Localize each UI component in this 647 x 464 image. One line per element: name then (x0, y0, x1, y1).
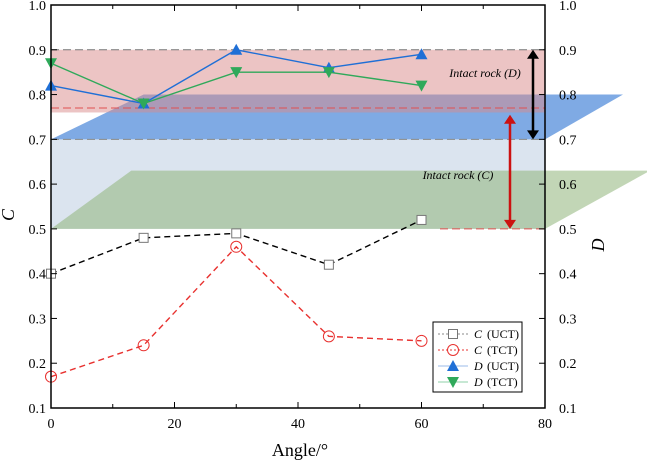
band-label-c: Intact rock (C) (422, 168, 494, 182)
y-tick-label-right: 0.5 (559, 223, 577, 238)
data-point-triangle-up (415, 48, 428, 60)
data-point-triangle-down (137, 98, 150, 110)
x-tick-label: 20 (168, 417, 182, 432)
data-point-square (323, 259, 334, 270)
legend-marker-triangle-down (447, 377, 459, 388)
y-tick-label-left: 0.6 (29, 178, 47, 193)
data-point-triangle-down (322, 67, 335, 79)
y-tick-label-right: 0.2 (559, 357, 577, 372)
data-point-triangle-down (415, 80, 428, 92)
y-tick-label-right: 0.6 (559, 178, 577, 193)
data-point-triangle-up (230, 43, 243, 55)
y-tick-label-right: 0.8 (559, 89, 577, 104)
band-red (51, 49, 545, 113)
x-tick-label: 80 (538, 417, 552, 432)
y-tick-label-right: 0.7 (559, 133, 577, 148)
arrow-intact-rock-d-head-top (527, 49, 539, 59)
y-axis-label-right: D (588, 239, 608, 253)
y-tick-label-left: 0.5 (29, 223, 47, 238)
y-tick-label-right: 0.9 (559, 44, 577, 59)
legend-label-suffix: (UCT) (487, 327, 519, 341)
legend-marker-square (448, 329, 458, 339)
legend-label-suffix: (TCT) (487, 375, 518, 389)
x-tick-label: 60 (415, 417, 429, 432)
series-line-1 (50, 245, 422, 378)
band-label-d: Intact rock (D) (448, 66, 521, 80)
data-point-square (416, 214, 427, 225)
x-tick-label: 40 (291, 417, 305, 432)
arrow-intact-rock-d-head-bottom (527, 130, 539, 140)
y-tick-label-left: 0.7 (29, 133, 47, 148)
y-tick-label-right: 1.0 (559, 0, 577, 14)
legend-label-name: D (473, 375, 483, 389)
y-tick-label-left: 0.4 (29, 268, 47, 283)
y-tick-label-left: 0.2 (29, 357, 47, 372)
data-point-square (231, 228, 242, 239)
y-tick-label-left: 0.9 (29, 44, 47, 59)
legend-marker-triangle-up (447, 360, 459, 371)
legend-label-name: C (474, 327, 483, 341)
legend-marker-circle (447, 344, 459, 356)
y-axis-label-left: C (0, 208, 18, 221)
legend-label-suffix: (UCT) (487, 359, 519, 373)
data-point-circle (137, 339, 150, 352)
legend: C (UCT) C (TCT) D (UCT) D (TCT) (432, 321, 523, 393)
legend-label-name: D (473, 359, 483, 373)
x-axis-label: Angle/° (272, 440, 328, 460)
y-tick-label-left: 0.1 (29, 402, 47, 417)
arrow-intact-rock-c-head-top (504, 114, 516, 124)
y-tick-label-right: 0.3 (559, 312, 577, 327)
y-tick-label-left: 0.3 (29, 312, 47, 327)
data-point-triangle-down (230, 67, 243, 79)
data-point-circle (230, 240, 243, 253)
data-point-circle (415, 334, 428, 347)
x-tick-label: 0 (48, 417, 55, 432)
y-tick-label-right: 0.1 (559, 402, 577, 417)
data-point-square (138, 232, 149, 243)
y-tick-label-left: 0.8 (29, 89, 47, 104)
y-tick-label-right: 0.4 (559, 268, 577, 283)
band-green (51, 170, 647, 229)
legend-label-name: C (474, 343, 483, 357)
legend-label-suffix: (TCT) (487, 343, 518, 357)
y-tick-label-left: 1.0 (29, 0, 47, 14)
arrow-intact-rock-c-head-bottom (504, 219, 516, 229)
data-point-circle (322, 330, 335, 343)
